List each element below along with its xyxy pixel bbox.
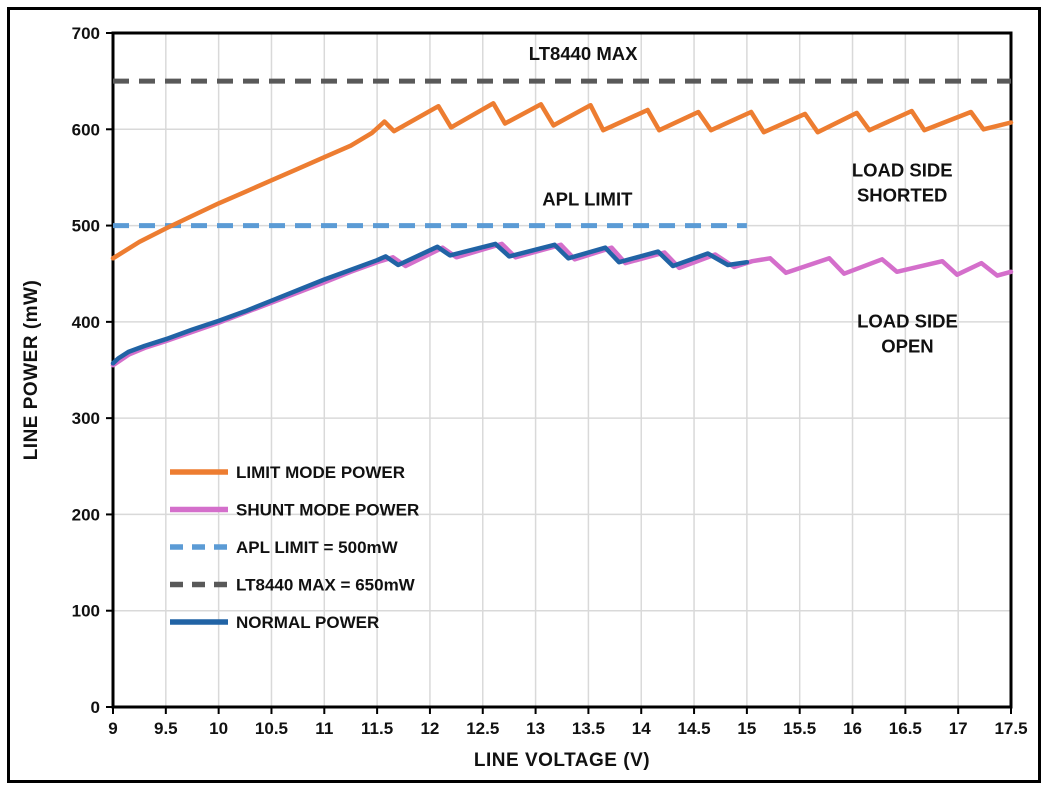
annotation-load-side-shorted: LOAD SIDE SHORTED [852, 159, 953, 205]
annotation-line: APL LIMIT [542, 188, 633, 209]
legend-label: SHUNT MODE POWER [236, 501, 419, 520]
annotation-load-side-open: LOAD SIDE OPEN [857, 311, 958, 357]
legend-label: APL LIMIT = 500mW [236, 538, 399, 557]
chart-render-root: 9 9.5 10 10.5 11 11.5 12 12.5 13 13.5 14 14.5 15 15.5… [72, 24, 1028, 738]
annotation-line: OPEN [881, 336, 933, 357]
series-line-shunt-mode-power [110, 241, 1014, 368]
annotation-line: SHORTED [857, 184, 947, 205]
series-limit-mode-power [110, 101, 1014, 261]
annotation-line: LOAD SIDE [852, 159, 953, 180]
x-tick-label: 17 [949, 719, 968, 738]
legend: LIMIT MODE POWER SHUNT MODE POWER APL LIMI… [170, 463, 419, 632]
x-tick-label: 16.5 [889, 719, 922, 738]
x-tick-label: 11 [315, 719, 333, 738]
y-tick-label: 700 [72, 24, 100, 43]
x-tick-label: 14.5 [678, 719, 711, 738]
gridlines [112, 32, 1012, 708]
legend-item-shunt-mode-power: SHUNT MODE POWER [170, 501, 419, 520]
legend-item-limit-mode-power: LIMIT MODE POWER [170, 463, 405, 482]
y-tick-label: 600 [72, 120, 100, 139]
x-tick-label: 14 [632, 719, 651, 738]
x-tick-label: 17.5 [994, 719, 1027, 738]
x-tick-label: 13.5 [572, 719, 605, 738]
axis-ticks [106, 32, 1012, 714]
x-tick-label: 9 [108, 719, 117, 738]
plot-frame [111, 31, 1013, 709]
x-axis-title: LINE VOLTAGE (V) [474, 750, 650, 771]
y-tick-labels: 0 100 200 300 400 500 600 700 [72, 24, 100, 717]
x-tick-label: 12.5 [466, 719, 499, 738]
y-axis-title: LINE POWER (mW) [21, 280, 42, 461]
legend-label: LT8440 MAX = 650mW [236, 576, 416, 595]
legend-label: LIMIT MODE POWER [236, 463, 405, 482]
x-tick-label: 13 [526, 719, 545, 738]
x-tick-label: 15 [737, 719, 756, 738]
series-shunt-mode-power [110, 241, 1014, 368]
x-tick-label: 12 [420, 719, 439, 738]
x-tick-labels: 9 9.5 10 10.5 11 11.5 12 12.5 13 13.5 14 14.5 15 15.5… [108, 719, 1027, 738]
legend-item-lt8440-max-650mw: LT8440 MAX = 650mW [170, 576, 416, 595]
y-tick-label: 500 [72, 217, 100, 236]
x-tick-label: 15.5 [783, 719, 816, 738]
series-line-limit-mode-power [110, 101, 1014, 261]
annotation-line: LOAD SIDE [857, 311, 958, 332]
legend-item-normal-power: NORMAL POWER [170, 613, 379, 632]
annotation-apl-limit: APL LIMIT [542, 188, 633, 209]
x-tick-label: 11.5 [361, 719, 393, 738]
annotation-lt8440-max: LT8440 MAX [529, 43, 638, 64]
series-normal-power [110, 241, 750, 366]
y-tick-label: 400 [72, 313, 100, 332]
legend-item-apl-limit-500mw: APL LIMIT = 500mW [170, 538, 399, 557]
x-tick-label: 16 [843, 719, 862, 738]
y-tick-label: 100 [72, 602, 100, 621]
series-line-normal-power [110, 241, 750, 366]
legend-label: NORMAL POWER [236, 613, 379, 632]
x-tick-label: 9.5 [154, 719, 178, 738]
x-tick-label: 10 [209, 719, 228, 738]
x-tick-label: 10.5 [255, 719, 288, 738]
y-tick-label: 300 [72, 409, 100, 428]
annotation-line: LT8440 MAX [529, 43, 638, 64]
y-tick-label: 200 [72, 505, 100, 524]
y-tick-label: 0 [91, 698, 100, 717]
